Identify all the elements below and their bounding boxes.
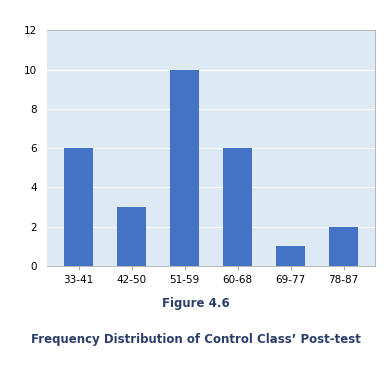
Bar bbox=[170, 70, 199, 266]
Bar bbox=[223, 148, 252, 266]
Bar bbox=[64, 148, 93, 266]
Bar bbox=[276, 246, 305, 266]
Text: Frequency Distribution of Control Class’ Post-test: Frequency Distribution of Control Class’… bbox=[30, 333, 361, 346]
Text: Figure 4.6: Figure 4.6 bbox=[161, 297, 230, 310]
Bar bbox=[117, 207, 146, 266]
Bar bbox=[329, 227, 358, 266]
